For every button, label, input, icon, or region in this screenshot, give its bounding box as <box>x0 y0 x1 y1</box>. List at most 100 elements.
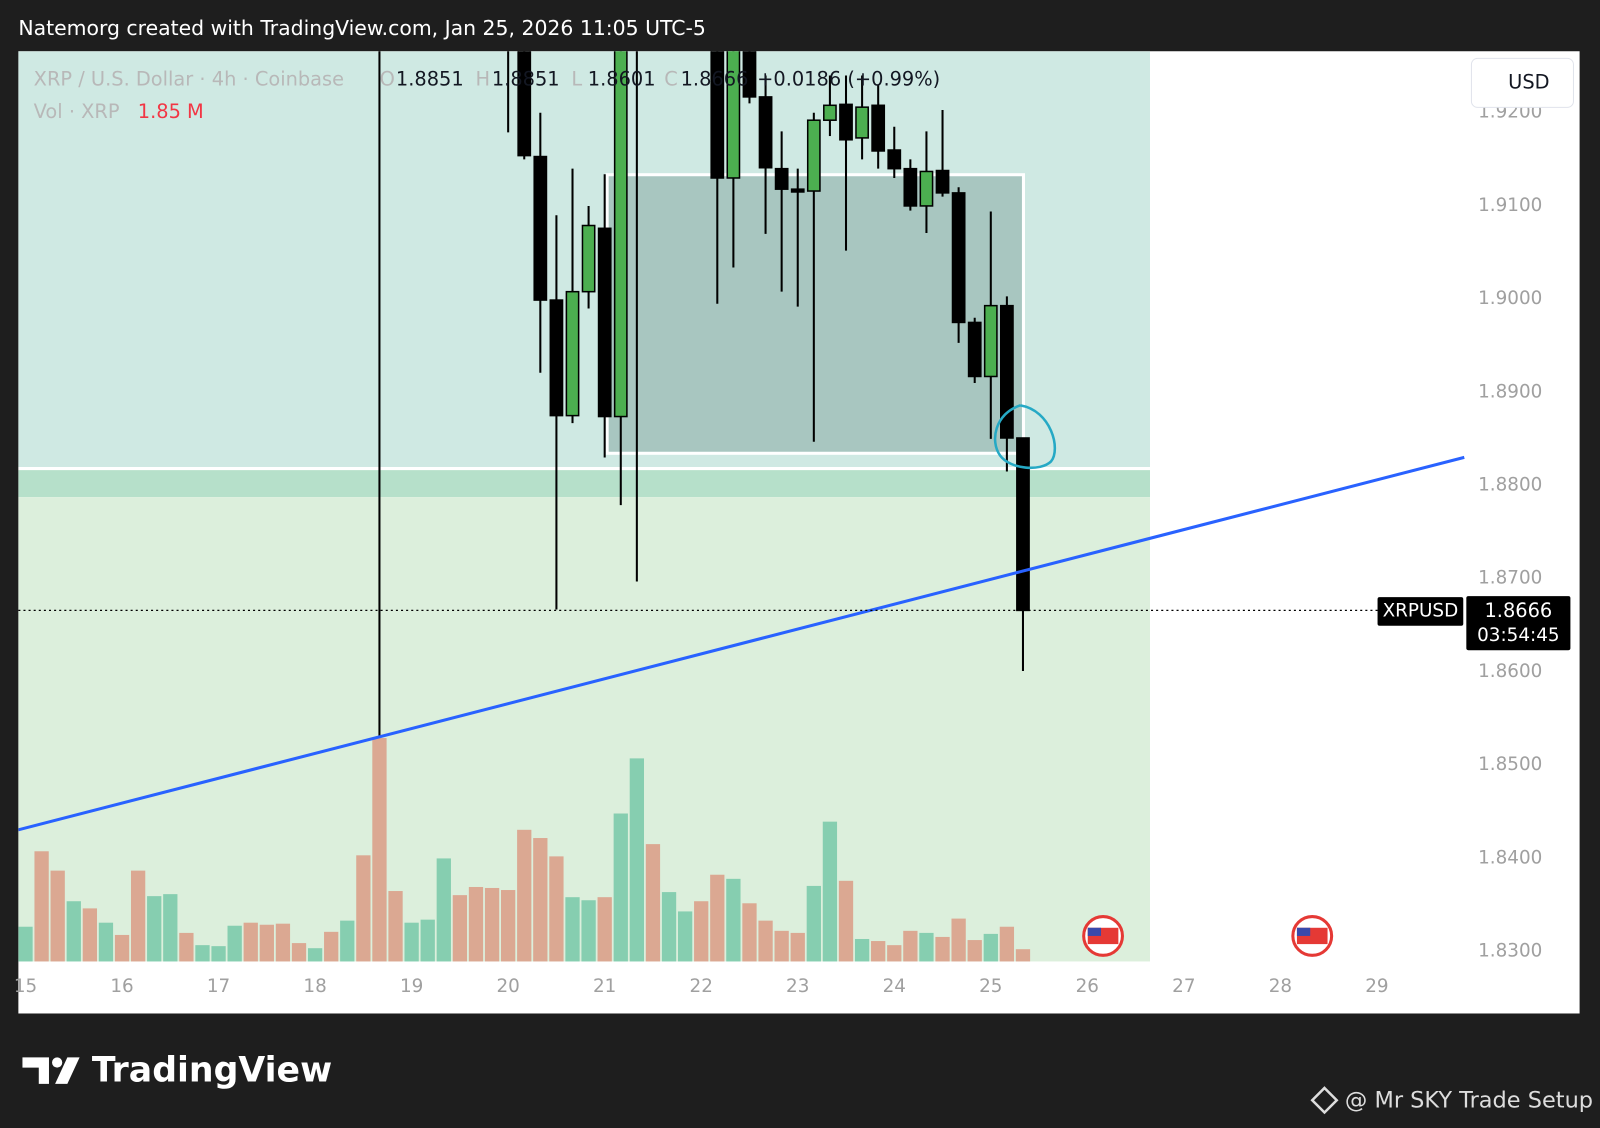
legend-key: C <box>664 67 678 90</box>
volume-bar <box>82 908 98 962</box>
volume-bar <box>34 851 49 962</box>
volume-bar <box>742 903 757 962</box>
y-tick-label: 1.8800 <box>1478 475 1542 496</box>
candle-body <box>581 224 596 293</box>
symbol-tag <box>1377 597 1464 626</box>
highlight-circle <box>993 404 1056 470</box>
legend-ohlc: O 1.8851 H 1.8851 L 1.8601 C 1.8666 <box>380 67 749 90</box>
y-tick-label: 1.8600 <box>1478 661 1542 682</box>
x-tick-label: 20 <box>496 976 519 997</box>
legend-value: 1.8851 <box>492 67 560 90</box>
volume-bar <box>935 936 950 962</box>
candle-body <box>613 51 628 418</box>
volume-bar <box>629 758 644 962</box>
volume-bar <box>581 900 596 962</box>
candle-body <box>533 155 548 301</box>
x-tick-label: 19 <box>400 976 423 997</box>
x-tick-label: 15 <box>14 976 37 997</box>
volume-bar <box>420 919 435 962</box>
candle-body <box>742 51 757 98</box>
volume-bar <box>404 922 419 962</box>
y-tick-label: 1.8700 <box>1478 568 1542 589</box>
candle-body <box>710 51 725 179</box>
volume-bar <box>854 938 870 962</box>
price-tag-value: 1.8666 <box>1484 599 1552 622</box>
y-tick-label: 1.8300 <box>1478 940 1542 961</box>
volume-bar <box>533 838 548 962</box>
volume-bar <box>774 930 789 962</box>
volume-bar <box>677 911 693 962</box>
volume-bar <box>452 895 468 962</box>
legend-value: 1.8601 <box>588 67 656 90</box>
volume-bar <box>838 880 854 962</box>
candle-body <box>935 169 950 194</box>
volume-bar <box>661 892 677 962</box>
countdown: 03:54:45 <box>1477 625 1559 646</box>
volume-bar <box>468 886 484 962</box>
volume-bar <box>822 821 838 962</box>
volume-bar <box>275 923 291 962</box>
volume-bar <box>887 945 902 962</box>
x-tick-label: 25 <box>979 976 1002 997</box>
volume-bar <box>163 894 178 962</box>
candle-body <box>790 188 805 193</box>
volume-bar <box>388 891 403 962</box>
volume-bar <box>324 931 339 962</box>
candle-body <box>726 51 741 179</box>
y-tick-label: 1.8400 <box>1478 847 1542 868</box>
x-tick-label: 21 <box>593 976 616 997</box>
volume-bar <box>501 890 516 962</box>
x-tick-label: 22 <box>690 976 713 997</box>
volume-bar <box>436 858 451 962</box>
candle-body <box>823 104 837 121</box>
currency[interactable]: USD <box>1508 70 1549 93</box>
volume-bar <box>340 920 355 962</box>
trend-line <box>18 455 1465 832</box>
x-tick-label: 28 <box>1269 976 1292 997</box>
x-tick-label: 16 <box>110 976 133 997</box>
candle-body <box>758 96 773 169</box>
x-tick-label: 27 <box>1172 976 1195 997</box>
x-tick-label: 29 <box>1365 976 1388 997</box>
svg-text:@ Mr SKY Trade Setup: @ Mr SKY Trade Setup <box>1345 1088 1593 1114</box>
candle-body <box>919 170 934 207</box>
volume-bar <box>211 946 226 962</box>
x-tick-label: 18 <box>303 976 326 997</box>
event-marker <box>1291 915 1334 957</box>
volume-bar <box>597 897 612 962</box>
volume-bar <box>227 925 242 962</box>
candle-body <box>1000 304 1014 439</box>
candle-body <box>871 104 886 152</box>
candle-body <box>774 167 789 190</box>
volume-bar <box>259 924 274 962</box>
currency-button[interactable] <box>1470 57 1574 108</box>
candle-body <box>806 119 821 192</box>
candle-body <box>951 192 966 324</box>
candle-body <box>517 51 532 157</box>
x-tick-label: 23 <box>786 976 809 997</box>
volume-bar <box>565 897 580 962</box>
volume-bar <box>951 918 966 962</box>
demand-zone <box>18 497 1151 962</box>
y-tick-label: 1.8900 <box>1478 381 1542 402</box>
candles <box>378 51 1030 738</box>
volume-bar <box>307 948 323 962</box>
price-tag <box>1466 596 1571 651</box>
candle-body <box>549 299 564 417</box>
volume-bar <box>179 932 194 962</box>
volume-bar <box>243 922 258 962</box>
volume-bar <box>806 885 821 962</box>
candle-body <box>855 106 869 139</box>
symbol-tag-label: XRPUSD <box>1383 600 1459 621</box>
candle-body <box>903 167 918 207</box>
volume-bar <box>291 943 307 962</box>
legend-key: O <box>380 67 395 90</box>
candle-body <box>597 227 612 418</box>
volume-bar <box>484 887 500 962</box>
volume-bar <box>372 737 387 962</box>
volume-bar <box>613 813 628 962</box>
volume-bar <box>517 829 532 962</box>
volume-bar <box>130 870 146 962</box>
